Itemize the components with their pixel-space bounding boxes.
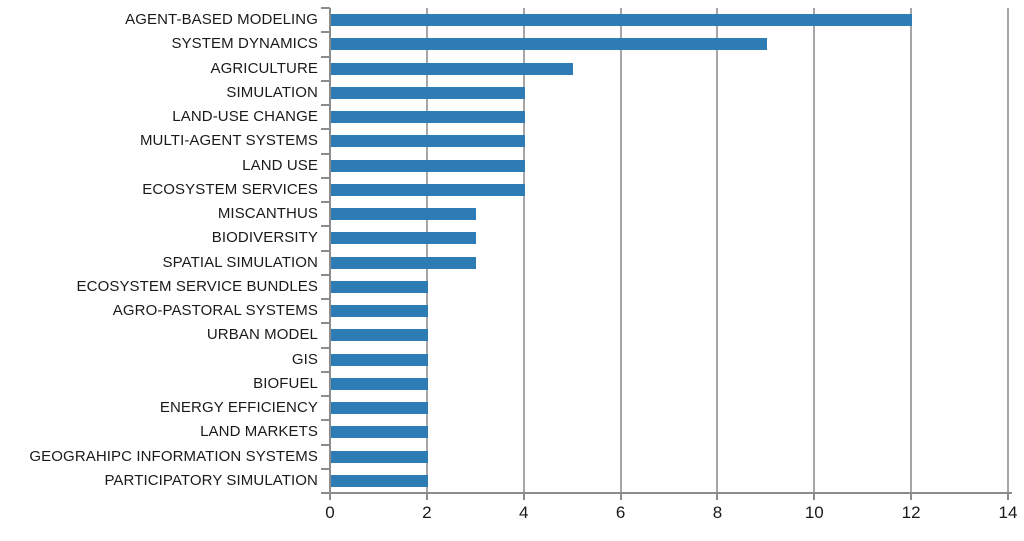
y-axis-tick bbox=[321, 467, 330, 470]
bar bbox=[331, 86, 525, 99]
x-axis-tick-label: 10 bbox=[804, 503, 824, 522]
x-axis-tick-label: 8 bbox=[712, 503, 723, 522]
category-label: BIODIVERSITY bbox=[211, 229, 318, 247]
category-label: GEOGRAHIPC INFORMATION SYSTEMS bbox=[29, 447, 318, 465]
category-label: MISCANTHUS bbox=[217, 205, 318, 222]
category-label: AGRO-PASTORAL SYSTEMS bbox=[112, 302, 318, 319]
y-axis-tick bbox=[321, 249, 330, 252]
x-axis-tick-label: 4 bbox=[518, 503, 529, 522]
category-label: ECOSYSTEM SERVICE BUNDLES bbox=[76, 277, 318, 295]
bar bbox=[331, 183, 525, 196]
y-axis-tick bbox=[321, 419, 330, 422]
y-axis-tick bbox=[321, 273, 330, 276]
bar bbox=[331, 280, 428, 293]
gridline bbox=[522, 8, 525, 493]
y-axis-line bbox=[329, 8, 331, 493]
y-axis-tick bbox=[321, 7, 330, 9]
x-axis-tick bbox=[329, 493, 331, 500]
bar bbox=[331, 426, 428, 439]
category-label: LAND-USE CHANGE bbox=[172, 108, 318, 125]
y-axis-tick bbox=[321, 152, 330, 155]
x-axis-tick bbox=[619, 493, 622, 500]
gridline bbox=[1007, 8, 1009, 493]
y-axis-tick bbox=[321, 225, 330, 228]
bar bbox=[331, 474, 428, 487]
bar bbox=[331, 111, 525, 124]
category-label: SYSTEM DYNAMICS bbox=[171, 35, 318, 53]
x-axis-tick-label: 0 bbox=[325, 503, 335, 522]
x-axis-tick-label: 6 bbox=[615, 503, 626, 522]
category-label: MULTI-AGENT SYSTEMS bbox=[139, 132, 318, 150]
x-axis-tick bbox=[716, 493, 719, 500]
y-axis-tick bbox=[321, 346, 330, 349]
category-label: GIS bbox=[291, 350, 318, 368]
category-labels-column: AGENT-BASED MODELING SYSTEM DYNAMICS AGRIC… bbox=[0, 8, 318, 493]
bar bbox=[331, 14, 913, 27]
bar bbox=[331, 232, 477, 245]
bar bbox=[331, 450, 428, 463]
y-axis-tick bbox=[321, 370, 330, 373]
category-label: AGENT-BASED MODELING bbox=[125, 11, 318, 28]
category-label: AGRICULTURE bbox=[210, 59, 318, 77]
y-axis-tick bbox=[321, 176, 330, 179]
x-axis-tick bbox=[813, 493, 816, 500]
bar bbox=[331, 329, 428, 342]
x-axis-line bbox=[321, 492, 1012, 494]
category-label: SPATIAL SIMULATION bbox=[162, 253, 318, 271]
category-label: ECOSYSTEM SERVICES bbox=[142, 180, 318, 198]
category-label: BIOFUEL bbox=[253, 374, 318, 392]
x-axis-tick bbox=[522, 493, 525, 500]
category-label: ENERGY EFFICIENCY bbox=[159, 399, 318, 416]
y-axis-tick bbox=[321, 201, 330, 203]
category-label: SIMULATION bbox=[226, 83, 318, 101]
x-axis-tick-label: 12 bbox=[901, 503, 921, 522]
x-axis-tick-label: 14 bbox=[998, 503, 1018, 522]
y-axis-tick bbox=[321, 322, 330, 325]
bar bbox=[331, 256, 477, 269]
y-axis-tick bbox=[321, 79, 330, 82]
category-label: URBAN MODEL bbox=[206, 326, 318, 344]
y-axis-tick bbox=[321, 443, 330, 446]
category-label: PARTICIPATORY SIMULATION bbox=[104, 471, 318, 489]
bar bbox=[331, 159, 525, 172]
x-axis-tick bbox=[1007, 493, 1009, 500]
gridline bbox=[619, 8, 622, 493]
gridline bbox=[813, 8, 816, 493]
bar bbox=[331, 208, 477, 221]
x-axis-tick bbox=[425, 493, 428, 500]
y-axis-tick bbox=[321, 298, 330, 300]
bar bbox=[331, 305, 428, 318]
y-axis-tick bbox=[321, 492, 330, 494]
bar bbox=[331, 377, 428, 390]
bar bbox=[331, 353, 428, 366]
category-label: LAND USE bbox=[242, 156, 318, 174]
y-axis-tick bbox=[321, 395, 330, 397]
gridline bbox=[716, 8, 719, 493]
bar bbox=[331, 402, 428, 415]
bar bbox=[331, 135, 525, 148]
y-axis-tick bbox=[321, 55, 330, 58]
bar bbox=[331, 38, 767, 51]
plot-area bbox=[321, 7, 1012, 500]
y-axis-tick bbox=[321, 31, 330, 34]
gridline bbox=[910, 8, 913, 493]
y-axis-tick bbox=[321, 104, 330, 106]
gridline bbox=[425, 8, 428, 493]
category-label: LAND MARKETS bbox=[200, 423, 318, 441]
x-axis-tick bbox=[910, 493, 913, 500]
x-axis-tick-label: 2 bbox=[422, 503, 432, 522]
bar bbox=[331, 62, 574, 75]
y-axis-tick bbox=[321, 128, 330, 131]
